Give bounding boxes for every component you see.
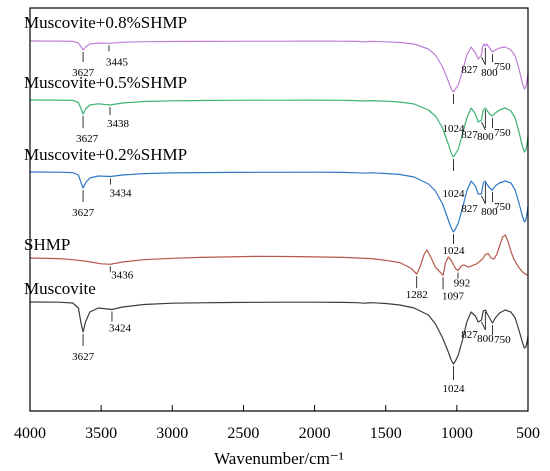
annotation-label: 3627 — [72, 207, 95, 219]
series-line-s02 — [29, 171, 529, 233]
series-label-shmp: SHMP — [24, 235, 70, 254]
x-tick-label: 1500 — [370, 425, 402, 442]
series-label-s05: Muscovite+0.5%SHMP — [24, 73, 187, 92]
series-label-layer: Muscovite+0.8%SHMP Muscovite+0.5%SHMP Musc… — [24, 13, 187, 298]
annotation-label: 1024 — [442, 188, 465, 200]
series-layer — [29, 40, 529, 365]
annotation-label: 992 — [454, 278, 471, 290]
series-line-s08 — [29, 40, 529, 93]
annotation-label: 800 — [477, 333, 494, 345]
annotation-label: 750 — [494, 61, 511, 73]
annotation-label: 3438 — [107, 118, 130, 130]
x-tick-label: 4000 — [14, 425, 46, 442]
annotation-label: 3436 — [111, 269, 134, 281]
series-label-s02: Muscovite+0.2%SHMP — [24, 145, 187, 164]
annotation-leader — [481, 195, 486, 205]
annotation-label: 1024 — [442, 383, 465, 395]
x-tick-label: 500 — [516, 425, 540, 442]
x-axis-ticks: 4000 3500 3000 2500 2000 1500 1000 500 — [14, 405, 540, 442]
annotation-label: 3434 — [110, 188, 133, 200]
annotation-label: 3627 — [72, 351, 95, 363]
annotation-label: 750 — [494, 334, 511, 346]
annotation-label: 1024 — [442, 123, 465, 135]
x-tick-label: 3000 — [156, 425, 188, 442]
x-tick-label: 2500 — [227, 425, 259, 442]
annotation-label: 1282 — [406, 289, 428, 301]
series-label-musc: Muscovite — [24, 279, 96, 298]
annotation-label: 750 — [494, 201, 511, 213]
x-tick-label: 2000 — [299, 425, 331, 442]
annotation-label: 1024 — [442, 245, 465, 257]
annotation-label: 827 — [461, 203, 478, 215]
annotation-leader — [481, 121, 486, 131]
annotation-label: 3627 — [72, 67, 95, 79]
annotation-label: 800 — [481, 67, 498, 79]
annotation-label: 1097 — [442, 290, 465, 302]
annotation-leader — [481, 56, 486, 66]
x-tick-label: 3500 — [85, 425, 117, 442]
series-label-s08: Muscovite+0.8%SHMP — [24, 13, 187, 32]
x-axis-title: Wavenumber/cm⁻¹ — [214, 449, 344, 468]
annotation-label: 3627 — [76, 133, 99, 145]
annotation-leader — [481, 321, 486, 331]
x-tick-label: 1000 — [441, 425, 473, 442]
series-line-s05 — [29, 99, 529, 158]
annotation-label: 3424 — [109, 323, 132, 335]
annotation-label: 827 — [461, 64, 478, 76]
annotation-label: 3445 — [106, 56, 129, 68]
annotation-label: 800 — [477, 131, 494, 143]
plot-frame — [29, 7, 529, 412]
series-line-shmp — [29, 234, 529, 276]
annotation-label: 800 — [481, 206, 498, 218]
series-line-musc — [29, 301, 529, 365]
annotation-label: 750 — [494, 127, 511, 139]
annotation-label: 827 — [461, 329, 478, 341]
annotation-label: 827 — [461, 129, 478, 141]
